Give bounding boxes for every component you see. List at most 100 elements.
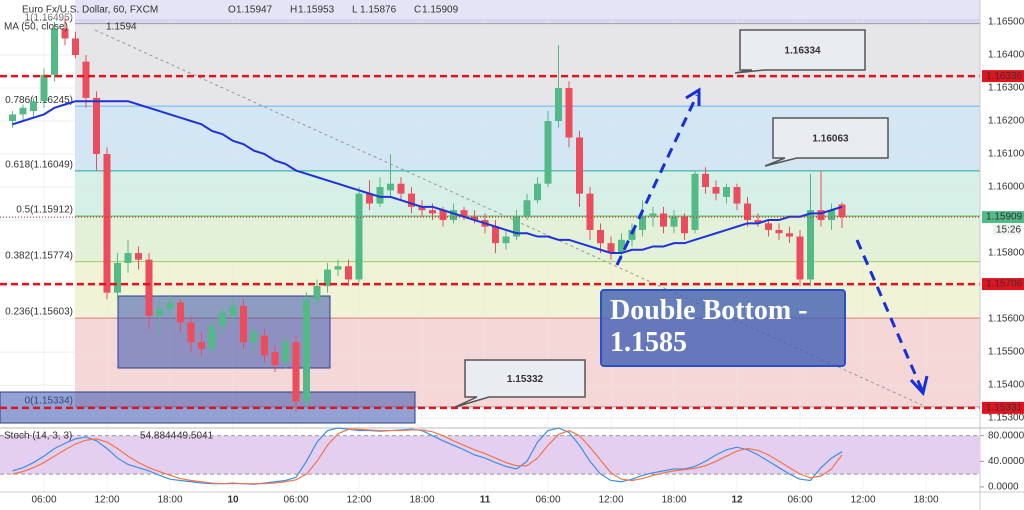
candle-body <box>355 193 363 280</box>
candle-body <box>796 236 804 280</box>
candle-body <box>135 253 142 260</box>
stoch-title: Stoch (14, 3, 3) <box>4 431 72 442</box>
candle-body <box>817 210 825 221</box>
candle-body <box>187 322 195 343</box>
ohlc-value: 1.15876 <box>360 5 397 16</box>
candle-body <box>30 101 37 112</box>
candle-body <box>723 187 730 197</box>
ohlc-name: H <box>290 5 297 16</box>
candle-body <box>229 305 237 316</box>
x-tick-label: 06:00 <box>535 495 560 506</box>
candle-body <box>691 173 699 230</box>
candle-body <box>534 183 541 201</box>
candle-body <box>828 210 835 221</box>
candle-body <box>702 173 709 188</box>
stoch-legend-value: 54.8844 <box>140 431 177 442</box>
countdown-tag <box>993 224 1021 236</box>
level-tag-label: 1.15706 <box>986 279 1023 290</box>
candle-body <box>786 233 793 237</box>
candle-body <box>597 229 604 244</box>
ohlc-name: O <box>228 5 236 16</box>
candle-body <box>324 269 331 287</box>
candle-body <box>492 226 499 244</box>
y-tick-label: 1.16500 <box>988 17 1024 28</box>
stoch-line <box>12 427 843 485</box>
chart-title: Euro Fx/U.S. Dollar, 60, FXCM <box>22 5 158 16</box>
candle-body <box>733 187 741 204</box>
projection-arrow <box>855 239 924 391</box>
stoch-tick-label: 80.0000 <box>988 430 1024 441</box>
candle-body <box>198 342 205 349</box>
candle-body <box>9 114 16 122</box>
y-tick-label: 1.15400 <box>988 380 1024 391</box>
candle-body <box>82 61 90 98</box>
double-bottom-note: Double Bottom - 1.1585 <box>600 289 846 367</box>
candle-body <box>502 236 510 244</box>
candle-body <box>555 88 562 122</box>
candle-body <box>261 335 268 356</box>
candle-body <box>334 266 342 270</box>
candle-body <box>523 200 531 217</box>
candle-body <box>208 325 216 349</box>
x-tick-label: 18:00 <box>157 495 182 506</box>
candle-body <box>114 262 121 293</box>
callout-label: 1.15332 <box>507 374 544 385</box>
candle-body <box>177 302 184 323</box>
callout-box <box>764 117 889 167</box>
fib-band <box>75 216 980 262</box>
stoch-tick-label: 40.0000 <box>988 456 1024 467</box>
x-tick-label: 12:00 <box>346 495 371 506</box>
x-tick-label: 12:00 <box>94 495 119 506</box>
candle-body <box>586 193 594 230</box>
level-tag-label: 1.15331 <box>986 403 1023 414</box>
candle-body <box>565 88 573 138</box>
candle-body <box>660 213 667 227</box>
x-tick-label: 18:00 <box>913 495 938 506</box>
fib-label: 0.786(1.16245) <box>5 95 73 106</box>
x-tick-label: 06:00 <box>31 495 56 506</box>
arrow-head <box>685 87 701 106</box>
ma-line <box>12 100 843 255</box>
candle-body <box>313 286 321 300</box>
x-tick-label: 18:00 <box>409 495 434 506</box>
candle-body <box>124 253 132 263</box>
ohlc-value: 1.15909 <box>422 5 459 16</box>
stoch-line <box>12 428 843 485</box>
candle-body <box>145 259 153 316</box>
candle-body <box>303 299 310 402</box>
candle-body <box>681 216 688 234</box>
y-tick-label: 1.15800 <box>988 248 1024 259</box>
level-tag <box>982 278 1024 291</box>
header-bg <box>0 0 980 19</box>
candle-body <box>618 239 625 254</box>
candle-body <box>775 229 783 234</box>
candle-body <box>292 342 300 402</box>
candle-body <box>744 203 751 221</box>
y-tick-label: 1.16200 <box>988 116 1024 127</box>
candle-body <box>250 332 258 343</box>
candle-body <box>628 229 636 240</box>
y-tick-label: 1.15300 <box>988 413 1024 424</box>
x-tick-label: 10 <box>227 495 239 506</box>
callout-label: 1.16063 <box>812 134 849 145</box>
y-tick-label: 1.16400 <box>988 50 1024 61</box>
candle-body <box>670 216 678 227</box>
x-tick-label: 12:00 <box>850 495 875 506</box>
top-band <box>75 0 980 24</box>
stoch-tick-label: 0.0000 <box>988 482 1019 493</box>
x-tick-label: 06:00 <box>787 495 812 506</box>
ma-legend-value: 1.1594 <box>106 22 137 33</box>
stoch-band <box>0 435 980 475</box>
candle-body <box>387 183 394 191</box>
level-tag <box>982 401 1024 414</box>
level-tag-label: 1.16336 <box>986 71 1023 82</box>
candle-body <box>838 204 846 218</box>
candle-body <box>72 38 79 55</box>
candle-body <box>282 342 289 362</box>
ohlc-name: C <box>414 5 421 16</box>
y-tick-label: 1.15600 <box>988 314 1024 325</box>
candle-body <box>51 28 58 75</box>
x-tick-label: 12 <box>731 495 743 506</box>
